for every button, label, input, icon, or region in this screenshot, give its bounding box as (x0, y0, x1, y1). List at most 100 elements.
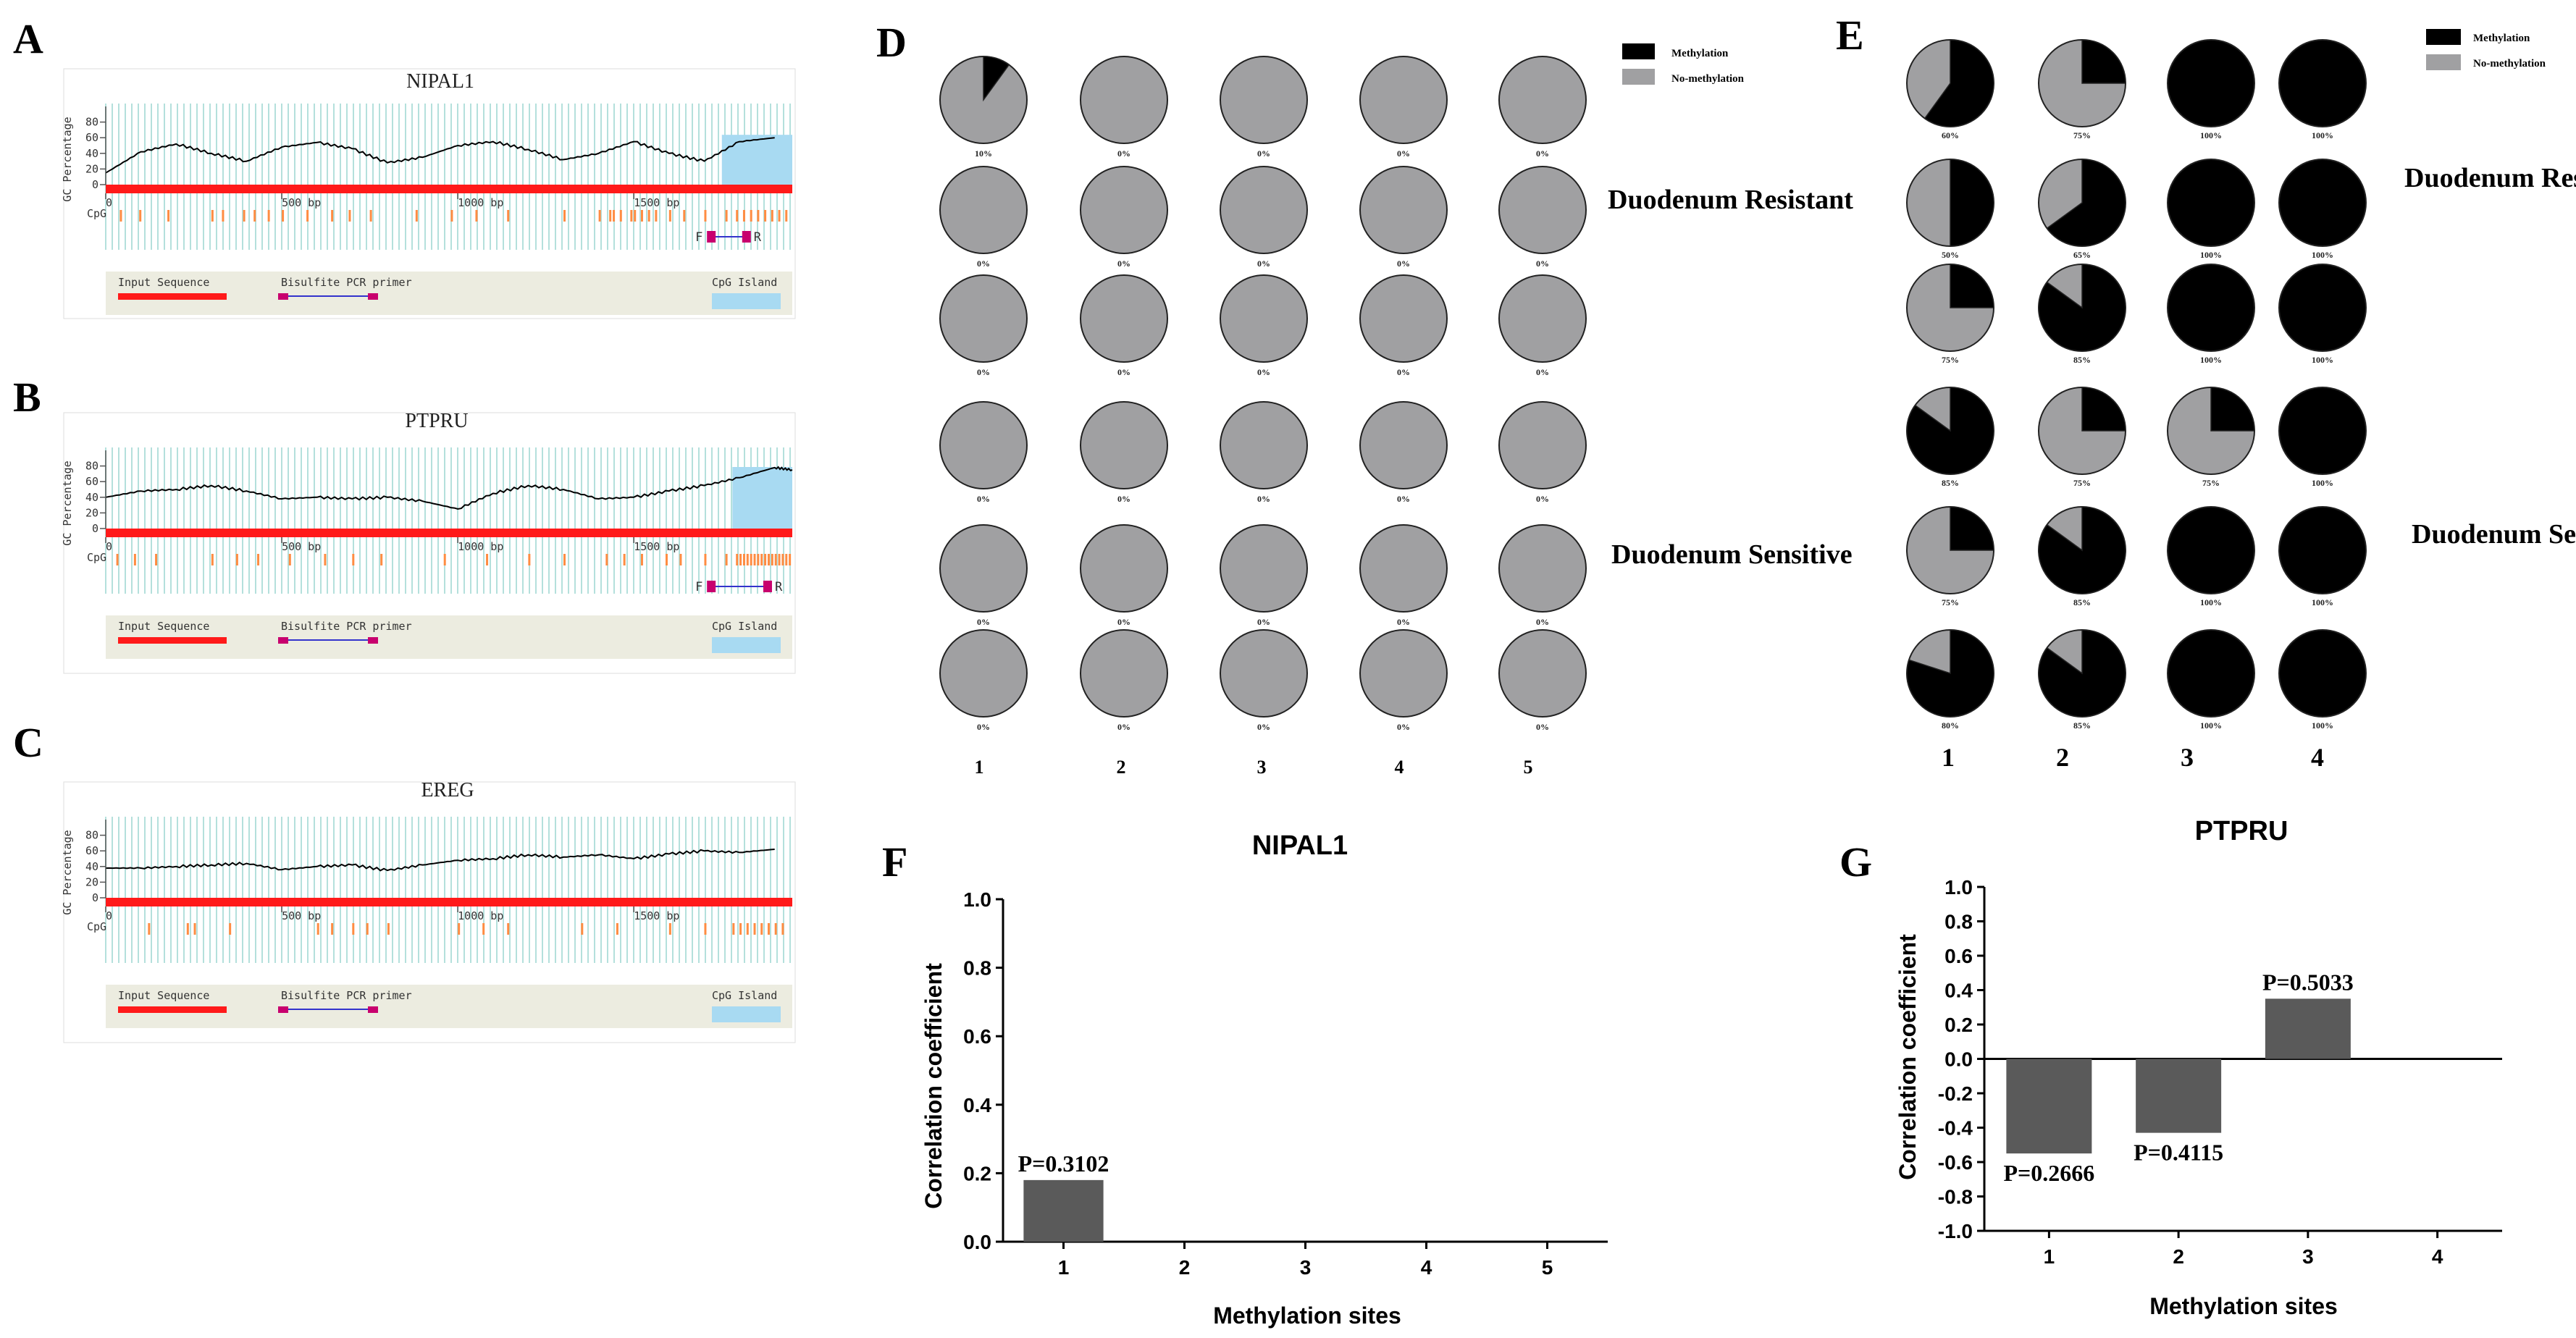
primer-forward-marker (707, 231, 716, 243)
gc-xticks: 0 500 bp 1000 bp 1500 bp (105, 906, 679, 922)
pie-methylation-slice (2278, 159, 2367, 247)
p-value-label: P=0.4115 (2134, 1140, 2223, 1166)
gc-ylabel: GC Percentage (61, 460, 74, 545)
legend-swatch-no-methylation (2426, 54, 2461, 70)
pie-methylation-slice (2038, 506, 2126, 594)
gc-panel-ereg: EREG GC Percentage 0 20 40 60 80 0 500 bp 1000… (61, 779, 796, 1043)
cpg-site (486, 554, 489, 565)
y-tick-label: 0.0 (1944, 1048, 1973, 1071)
pie-no-methylation-slice (1359, 401, 1448, 489)
gc-yticks: 0 20 40 60 80 (85, 450, 106, 535)
gc-stripes (105, 447, 792, 594)
pie-no-methylation-slice (1080, 56, 1168, 144)
pie-r6-c3: 0% (1220, 629, 1308, 732)
cpg-site (211, 554, 214, 565)
gc-stripes (105, 104, 792, 250)
pie-percent-label: 0% (977, 494, 990, 504)
legend-primer-start (278, 293, 288, 300)
group-label-sensitive: Duodenum Sensitive (1611, 539, 1853, 570)
pie-percent-label: 0% (1257, 148, 1270, 159)
pie-methylation-slice (1923, 39, 1994, 127)
bar-chart-nipal1: NIPAL1 Correlation coefficient Methylati… (920, 830, 1608, 1329)
y-tick-label: 0.4 (1944, 980, 1973, 1002)
cpg-site (785, 210, 788, 222)
cpg-site (640, 554, 643, 565)
x-tick-label: 1 (2044, 1245, 2055, 1268)
pie-no-methylation-slice (1080, 166, 1168, 254)
legend-primer-end (368, 1006, 378, 1013)
pie-r4-c2: 0% (1080, 401, 1168, 504)
pie-percent-label: 0% (1397, 617, 1410, 627)
pie-column-label: 1 (1942, 743, 1955, 772)
sequence-bar (106, 529, 792, 537)
pie-column-label: 2 (2056, 743, 2069, 772)
cpg-site (148, 923, 151, 935)
cpg-site (771, 554, 773, 565)
cpg-site (443, 554, 446, 565)
legend-swatch-methylation (1622, 43, 1655, 59)
pie-percent-label: 0% (1257, 258, 1270, 269)
pie-percent-label: 75% (2073, 478, 2091, 488)
pie-r4-c2: 75% (2038, 387, 2126, 488)
panel-letter-f: F (882, 838, 907, 885)
y-tick-label: 0.6 (1944, 945, 1973, 967)
pie-percent-label: 100% (2200, 355, 2222, 365)
p-value-label: P=0.5033 (2262, 969, 2354, 995)
pie-no-methylation-slice (1359, 56, 1448, 144)
pie-percent-label: 75% (1942, 597, 1959, 607)
cpg-site (331, 210, 334, 222)
pie-percent-label: 0% (1117, 148, 1130, 159)
gc-ytick: 0 (92, 891, 98, 904)
pie-percent-label: 60% (1942, 130, 1959, 140)
legend-primer-start (278, 1006, 288, 1013)
cpg-site (528, 554, 531, 565)
cpg-site (647, 210, 650, 222)
bar-series: P=0.3102 (1018, 1150, 1109, 1242)
pie-no-methylation-slice (1220, 629, 1308, 718)
pie-percent-label: 0% (1397, 367, 1410, 377)
pie-methylation-slice (2167, 264, 2255, 352)
panel-letter-a: A (13, 15, 43, 62)
cpg-site (116, 554, 119, 565)
pie-r3-c2: 85% (2038, 264, 2126, 365)
y-tick-label: 0.0 (963, 1231, 991, 1253)
pie-no-methylation-slice (1359, 274, 1448, 363)
pie-r1-c2: 0% (1080, 56, 1168, 159)
legend-input-swatch (118, 637, 227, 644)
cpg-site (450, 210, 453, 222)
pie-r1-c4: 0% (1359, 56, 1448, 159)
cpg-site (211, 210, 214, 222)
pie-r2-c4: 0% (1359, 166, 1448, 269)
gc-xtick: 0 (106, 909, 112, 922)
cpg-site (619, 210, 622, 222)
cpg-site (665, 554, 668, 565)
gc-xtick: 1000 bp (458, 196, 503, 209)
cpg-site (725, 554, 728, 565)
x-tick-label: 1 (1058, 1256, 1070, 1279)
y-tick-label: -1.0 (1938, 1220, 1973, 1242)
pie-r6-c2: 0% (1080, 629, 1168, 732)
cpg-site (616, 923, 618, 935)
pie-percent-label: 100% (2312, 597, 2333, 607)
cpg-site (243, 210, 246, 222)
pie-r4-c5: 0% (1498, 401, 1587, 504)
cpg-site (753, 923, 756, 935)
y-tick-label: 0.2 (1944, 1014, 1973, 1036)
y-tick-label: -0.2 (1938, 1082, 1973, 1105)
pie-percent-label: 0% (977, 722, 990, 732)
legend-island-swatch (712, 1006, 781, 1022)
cpg-site (139, 210, 142, 222)
pie-cells: 10% 0% 0% 0% 0% 0% 0% 0% 0% 0% 0% 0% 0% 0% 0% 0% 0% 0% 0% 0… (939, 56, 1587, 732)
cpg-site (764, 210, 767, 222)
pie-methylation-slice (2167, 629, 2255, 718)
cpg-site (613, 210, 616, 222)
cpg-site (725, 210, 728, 222)
pie-no-methylation-slice (1498, 274, 1587, 363)
pie-percent-label: 0% (1117, 258, 1130, 269)
pie-percent-label: 100% (2200, 720, 2222, 731)
pie-percent-label: 0% (977, 367, 990, 377)
pie-no-methylation-slice (1498, 524, 1587, 613)
cpg-site (380, 554, 383, 565)
x-tick-label: 3 (2302, 1245, 2314, 1268)
pie-percent-label: 85% (1942, 478, 1959, 488)
